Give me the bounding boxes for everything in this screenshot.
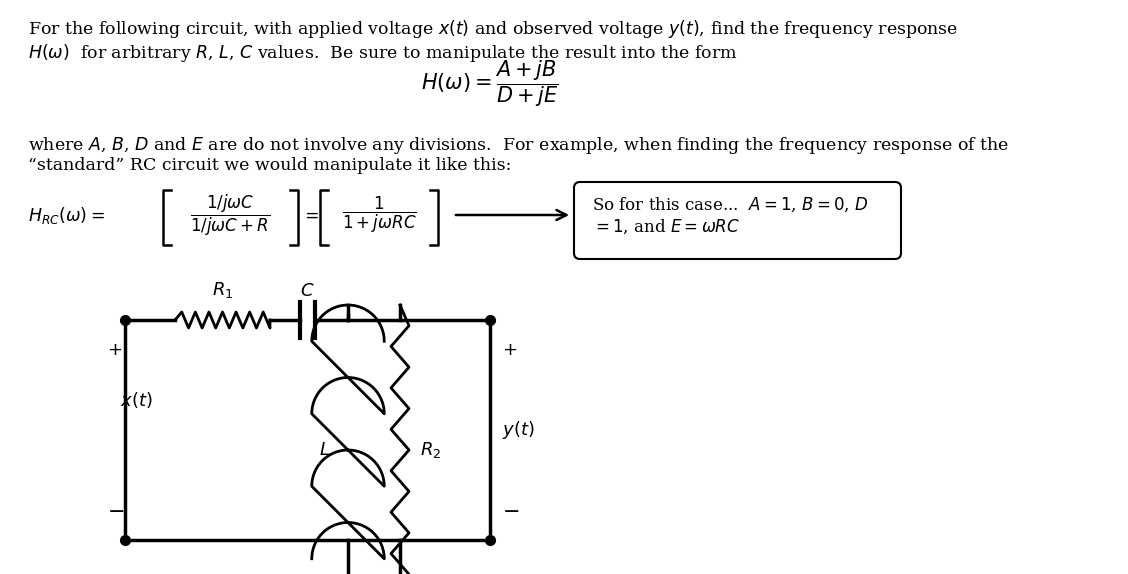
Text: $H(\omega) = \dfrac{A + jB}{D + jE}$: $H(\omega) = \dfrac{A + jB}{D + jE}$ [421, 58, 558, 108]
Text: $-$: $-$ [502, 501, 519, 519]
Text: $+$: $+$ [502, 341, 517, 359]
Text: For the following circuit, with applied voltage $x(t)$ and observed voltage $y(t: For the following circuit, with applied … [28, 18, 959, 40]
Text: $C$: $C$ [300, 282, 315, 300]
Text: $y(t)$: $y(t)$ [502, 419, 535, 441]
Text: $H_{RC}(\omega) =$: $H_{RC}(\omega) =$ [28, 204, 105, 226]
Text: “standard” RC circuit we would manipulate it like this:: “standard” RC circuit we would manipulat… [28, 157, 511, 174]
Text: where $A$, $B$, $D$ and $E$ are do not involve any divisions.  For example, when: where $A$, $B$, $D$ and $E$ are do not i… [28, 135, 1010, 156]
Text: $= 1$, and $E = \omega RC$: $= 1$, and $E = \omega RC$ [592, 218, 740, 236]
Text: $\dfrac{1/j\omega C}{1/j\omega C + R}$: $\dfrac{1/j\omega C}{1/j\omega C + R}$ [191, 192, 271, 238]
Text: $=$: $=$ [301, 207, 319, 223]
Text: $x(t)$: $x(t)$ [120, 390, 152, 410]
Text: $H(\omega)$  for arbitrary $R$, $L$, $C$ values.  Be sure to manipulate the resu: $H(\omega)$ for arbitrary $R$, $L$, $C$ … [28, 42, 738, 64]
Text: So for this case...  $A = 1$, $B = 0$, $D$: So for this case... $A = 1$, $B = 0$, $D… [592, 196, 869, 214]
Text: $R_2$: $R_2$ [420, 440, 441, 460]
Text: $+$: $+$ [107, 341, 122, 359]
Text: $\dfrac{1}{1 + j\omega RC}$: $\dfrac{1}{1 + j\omega RC}$ [342, 195, 416, 235]
Text: $R_1$: $R_1$ [212, 280, 233, 300]
Text: $-$: $-$ [107, 501, 124, 519]
Text: $L$: $L$ [319, 441, 331, 459]
FancyBboxPatch shape [574, 182, 901, 259]
